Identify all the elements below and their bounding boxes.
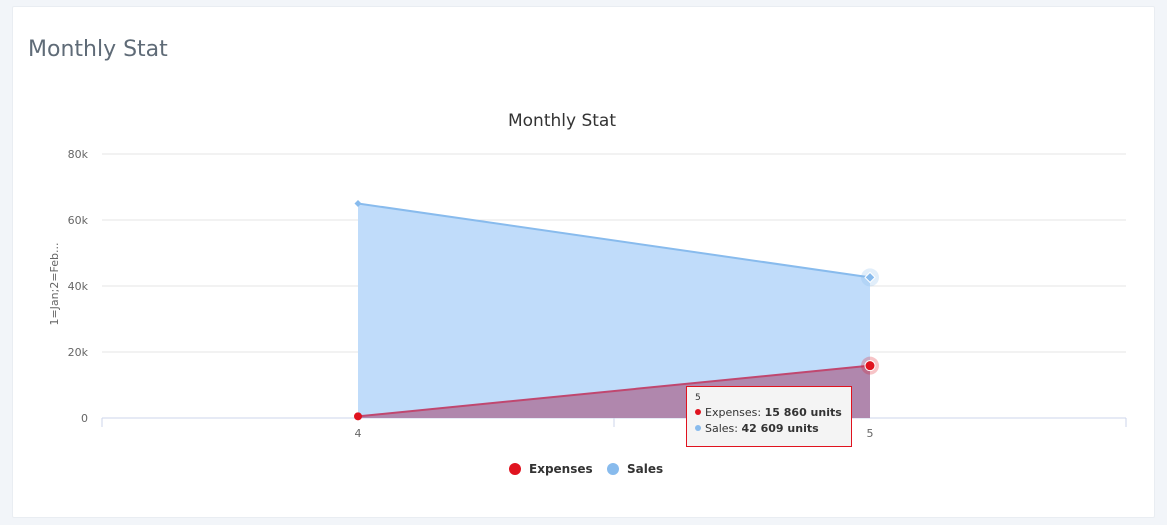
series-line-expenses: [357, 364, 871, 418]
tooltip-header: 5: [695, 393, 701, 403]
series-area-sales: [358, 203, 870, 418]
data-point: [864, 360, 876, 372]
sales-dot-icon: [695, 425, 701, 431]
y-tick-label: 80k: [68, 148, 89, 161]
tooltip-label: Sales:: [705, 422, 742, 435]
x-tick-label: 4: [355, 427, 362, 440]
y-tick-label: 0: [81, 412, 88, 425]
tooltip-label: Expenses:: [705, 406, 765, 419]
tooltip-row-expenses: Expenses: 15 860 units: [695, 405, 843, 421]
chart-title: Monthly Stat: [508, 111, 616, 131]
y-tick-label: 40k: [68, 280, 89, 293]
y-tick-label: 20k: [68, 346, 89, 359]
tooltip-value: 15 860 units: [764, 406, 842, 419]
card-title: Monthly Stat: [28, 37, 168, 62]
data-point: [864, 271, 876, 284]
legend-item-sales: Sales: [627, 462, 663, 476]
series-line-sales: [357, 202, 871, 279]
data-point: [354, 412, 362, 421]
legend-marker: [607, 463, 619, 475]
tooltip-row-sales: Sales: 42 609 units: [695, 421, 843, 437]
legend-marker: [509, 463, 521, 475]
x-tick-label: 5: [867, 427, 874, 440]
chart-tooltip: 5 Expenses: 15 860 units Sales: 42 609 u…: [686, 386, 852, 447]
y-axis-label: 1=Jan;2=Feb...: [48, 242, 61, 325]
tooltip-value: 42 609 units: [741, 422, 819, 435]
y-tick-label: 60k: [68, 214, 89, 227]
legend-item-expenses: Expenses: [529, 462, 593, 476]
data-point: [354, 200, 362, 207]
expenses-dot-icon: [695, 409, 701, 415]
